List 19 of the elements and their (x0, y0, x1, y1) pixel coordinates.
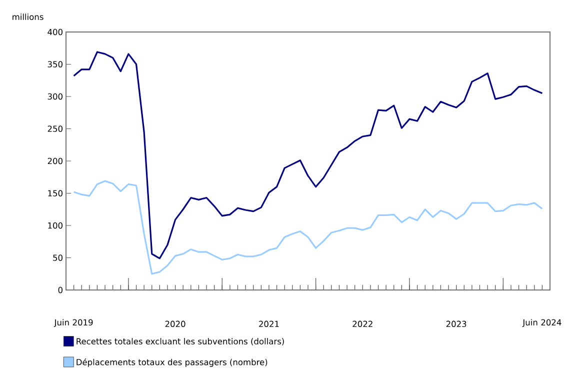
y-tick-label: 100 (48, 222, 62, 229)
line-series (73, 51, 543, 260)
legend-label: Déplacements totaux des passagers (nombre) (76, 358, 268, 367)
y-tick-label: 150 (48, 190, 62, 196)
y-axis-title: millions (12, 14, 44, 20)
y-tick-label: 50 (53, 254, 62, 261)
y-tick-label: 200 (48, 158, 62, 164)
legend-label: Recettes totales excluant les subventions (dollars) (76, 338, 284, 346)
y-tick-label: 400 (48, 28, 62, 36)
x-tick-label: Juin 2024 (522, 319, 562, 328)
x-tick-label: 2023 (446, 320, 466, 328)
y-tick-label: 250 (48, 126, 62, 132)
x-tick-label: Juin 2019 (54, 319, 93, 328)
x-tick-label: 2022 (352, 320, 372, 328)
x-tick-label: 2021 (259, 320, 279, 328)
y-tick-label: 350 (48, 61, 62, 68)
y-tick-label: 0 (58, 286, 62, 294)
y-tick-label: 300 (48, 93, 62, 100)
x-tick-label: 2020 (165, 320, 186, 328)
